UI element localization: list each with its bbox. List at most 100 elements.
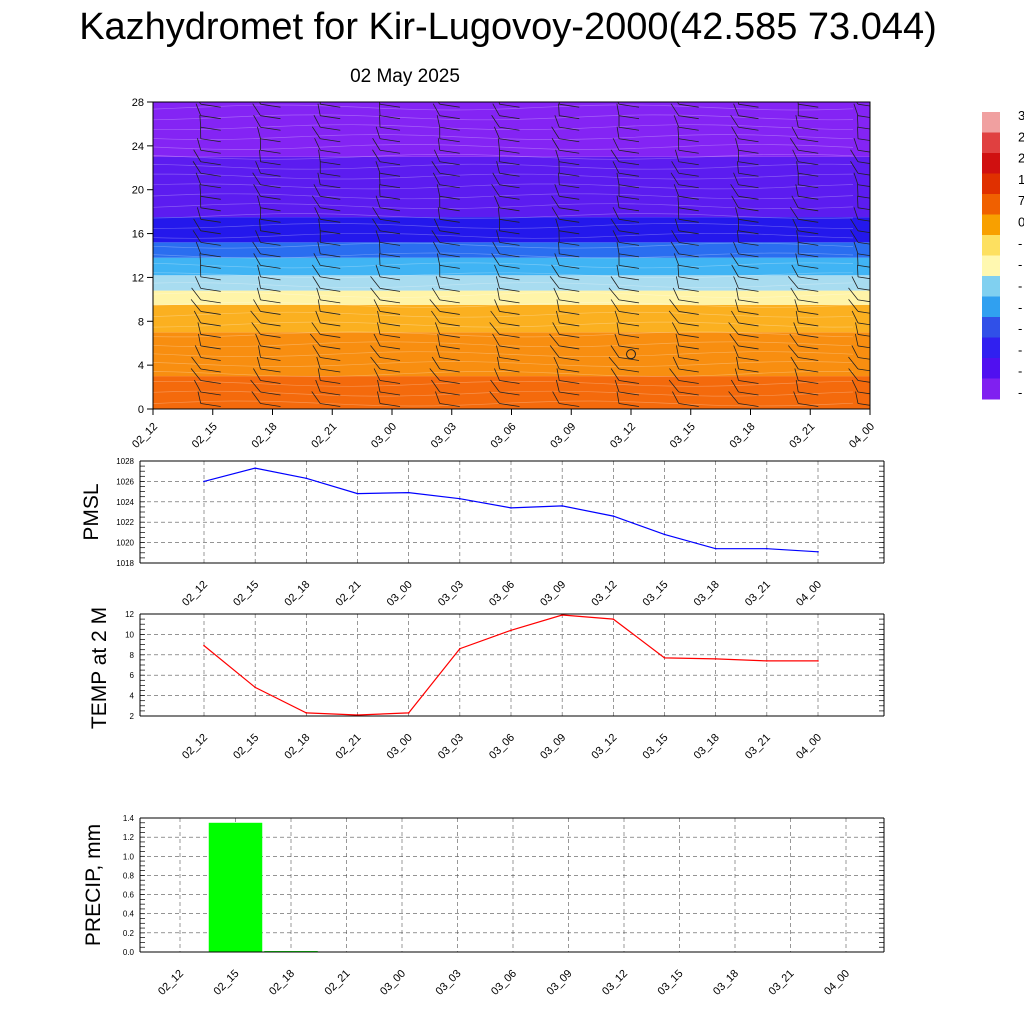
wind-barb: [320, 103, 341, 108]
wind-barb: [379, 172, 401, 177]
wind-barb: [378, 103, 381, 116]
wind-barb: [379, 184, 401, 189]
wind-barb: [379, 391, 401, 396]
wind-barb: [320, 311, 341, 315]
wind-barb: [675, 333, 680, 347]
wind-barb: [492, 103, 500, 116]
wind-barb: [798, 103, 819, 108]
wind-barb: [616, 264, 620, 277]
precip-bar: [208, 822, 263, 952]
wind-barb: [439, 345, 460, 350]
wind-barb: [738, 368, 759, 373]
x-tick-label: 03_18: [692, 579, 722, 609]
x-tick-label: 03_03: [434, 968, 464, 998]
wind-barb: [554, 184, 560, 197]
wind-barb: [559, 207, 580, 212]
wind-barb: [798, 253, 819, 258]
wind-barb: [379, 241, 381, 254]
wind-barb: [857, 253, 859, 266]
wind-barb: [256, 287, 261, 301]
wind-barb: [320, 334, 341, 338]
wind-barb: [553, 356, 560, 370]
wind-barb: [559, 357, 580, 361]
wind-barb: [559, 345, 580, 350]
x-tick-label: 03_06: [487, 579, 517, 609]
wind-barb: [200, 184, 221, 189]
wind-barb: [314, 207, 321, 220]
wind-barb: [678, 195, 699, 200]
wind-barb: [678, 115, 699, 120]
wind-barb: [497, 207, 500, 220]
wind-barb: [794, 299, 799, 312]
y-tick-label: 1018: [116, 559, 134, 568]
x-tick-label: 03_15: [656, 968, 686, 998]
wind-barb: [857, 334, 870, 337]
wind-barb: [436, 253, 441, 266]
wind-barb: [499, 391, 520, 396]
x-tick-label: 02_15: [212, 968, 242, 998]
wind-barb: [439, 391, 460, 396]
wind-barb: [738, 207, 759, 212]
wind-barb: [857, 299, 870, 303]
wind-barb: [431, 379, 441, 393]
wind-barb: [320, 403, 341, 407]
wind-barb: [496, 356, 500, 370]
wind-barb: [317, 103, 321, 116]
wind-barb: [618, 207, 640, 212]
wind-barb: [551, 195, 560, 209]
wind-barb: [671, 322, 680, 335]
y-tick-label: 1020: [116, 539, 134, 548]
wind-barb: [857, 322, 870, 326]
colorbar-label: -: [1018, 300, 1022, 315]
wind-barb: [738, 184, 759, 189]
wind-barb: [499, 207, 520, 212]
wind-barb: [439, 161, 460, 166]
wind-barb: [437, 138, 441, 151]
wind-barb: [313, 184, 321, 197]
wind-barb: [678, 357, 699, 361]
wind-barb: [313, 115, 321, 128]
wind-barb: [791, 195, 799, 208]
temp-data-point: [254, 686, 256, 689]
wind-barb: [190, 368, 202, 381]
colorbar-label: -: [1018, 385, 1022, 400]
wind-barb: [379, 368, 401, 373]
colorbar-swatch: [982, 317, 1000, 338]
wind-barb: [489, 322, 500, 335]
colorbar-swatch: [982, 153, 1000, 174]
temp-data-point: [305, 712, 308, 714]
colorbar-label: -: [1018, 321, 1022, 336]
wind-barb: [559, 161, 580, 166]
temp-data-point: [561, 614, 563, 616]
x-tick-label: 03_03: [436, 579, 466, 609]
wind-barb: [733, 103, 739, 116]
wind-barb: [738, 241, 759, 246]
wind-barb: [499, 287, 520, 292]
wind-barb: [194, 276, 202, 289]
wind-barb: [370, 345, 381, 358]
contour-line: [153, 232, 854, 239]
wind-barb: [377, 310, 381, 324]
wind-barb: [193, 149, 202, 162]
y-tick-label: 4: [130, 692, 135, 701]
wind-barb: [678, 311, 699, 315]
chart-title: Kazhydromet for Kir-Lugovoy-2000(42.585 …: [79, 6, 937, 48]
x-tick-label: 02_12: [130, 421, 160, 451]
temp-data-point: [356, 714, 359, 716]
wind-barb: [196, 207, 202, 220]
y-tick-label: 0.2: [123, 929, 135, 938]
colorbar-swatch: [982, 235, 1000, 256]
wind-barb: [439, 184, 460, 189]
wind-barb: [791, 126, 799, 139]
wind-barb: [379, 287, 401, 292]
wind-barb: [798, 311, 819, 315]
temp-data-point: [510, 629, 512, 632]
colorbar-label: 7: [1018, 193, 1024, 208]
wind-barb: [260, 218, 281, 223]
wind-barb: [379, 207, 401, 212]
wind-barb: [618, 115, 640, 120]
wind-barb: [677, 264, 680, 277]
wind-barb: [260, 264, 281, 269]
wind-barb: [258, 218, 261, 231]
wind-barb: [857, 184, 859, 197]
